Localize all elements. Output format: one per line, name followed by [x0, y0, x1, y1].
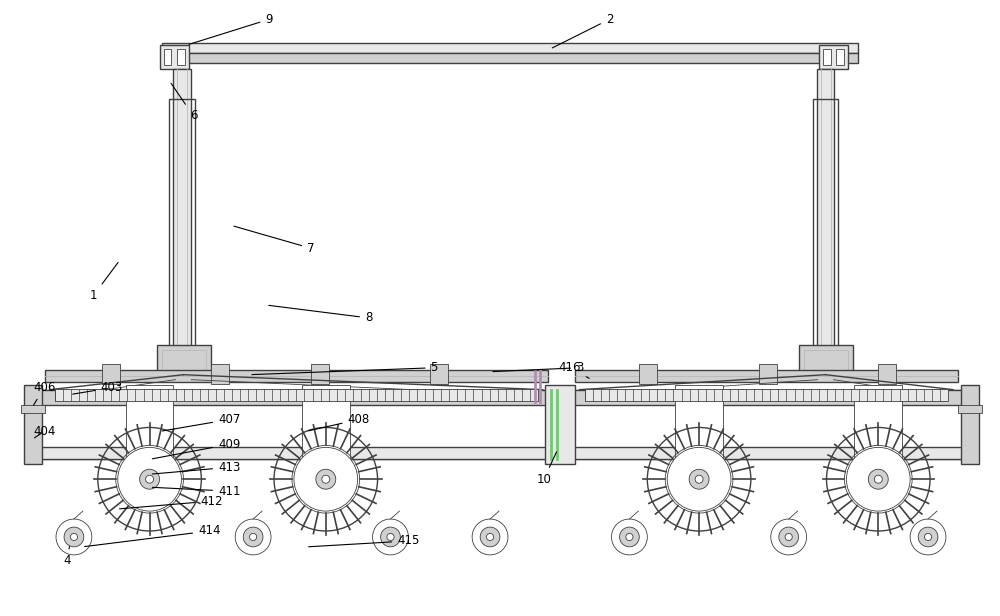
Bar [162, 53, 858, 63]
Bar [173, 69, 191, 355]
Text: 406: 406 [33, 381, 55, 405]
Circle shape [924, 533, 932, 541]
Text: 412: 412 [120, 495, 223, 509]
Circle shape [785, 533, 792, 541]
Text: 414: 414 [85, 524, 221, 546]
Bar [162, 350, 206, 370]
Bar [823, 49, 831, 65]
Text: 413: 413 [152, 461, 240, 474]
Bar [157, 345, 211, 375]
Bar [675, 384, 723, 464]
Circle shape [322, 475, 330, 483]
Bar [430, 363, 448, 384]
Circle shape [689, 469, 709, 489]
Circle shape [626, 533, 633, 541]
Circle shape [771, 519, 807, 555]
Bar [817, 69, 834, 355]
Bar [302, 384, 350, 464]
Circle shape [874, 475, 882, 483]
Bar [21, 405, 45, 413]
Circle shape [387, 533, 394, 541]
Bar [169, 99, 195, 355]
Circle shape [868, 469, 888, 489]
Bar [102, 363, 120, 384]
Text: 408: 408 [309, 413, 370, 431]
Circle shape [316, 469, 336, 489]
Bar [45, 370, 548, 382]
Bar [55, 389, 538, 400]
Text: 8: 8 [269, 306, 372, 325]
Bar [160, 45, 189, 69]
Circle shape [118, 447, 181, 511]
Text: 5: 5 [252, 361, 438, 375]
Text: 1: 1 [90, 262, 118, 302]
Text: 2: 2 [552, 13, 613, 48]
Bar [545, 384, 575, 464]
Circle shape [620, 527, 639, 547]
Bar [813, 99, 838, 355]
Bar [177, 49, 185, 65]
Circle shape [70, 533, 78, 541]
Circle shape [64, 527, 84, 547]
Circle shape [373, 519, 408, 555]
Bar [164, 49, 171, 65]
Bar [878, 363, 896, 384]
Text: 404: 404 [33, 425, 55, 438]
Circle shape [779, 527, 799, 547]
Bar [961, 384, 979, 464]
Bar [799, 345, 853, 375]
Circle shape [846, 447, 910, 511]
Circle shape [146, 475, 154, 483]
Bar [585, 389, 948, 400]
Bar [570, 390, 963, 460]
Circle shape [472, 519, 508, 555]
Circle shape [243, 527, 263, 547]
Text: 403: 403 [73, 381, 123, 394]
Circle shape [480, 527, 500, 547]
Bar [211, 363, 229, 384]
Text: 415: 415 [309, 535, 420, 548]
Text: 4: 4 [63, 546, 71, 567]
Bar [575, 370, 958, 382]
Bar [958, 405, 982, 413]
Circle shape [667, 447, 731, 511]
Circle shape [695, 475, 703, 483]
Text: 407: 407 [162, 413, 240, 431]
Circle shape [140, 469, 160, 489]
Bar [759, 363, 777, 384]
Circle shape [486, 533, 494, 541]
Bar [570, 390, 963, 405]
Bar [162, 43, 858, 53]
Bar [804, 350, 848, 370]
Text: 10: 10 [536, 452, 557, 486]
Text: 416: 416 [558, 361, 589, 378]
Circle shape [250, 533, 257, 541]
Circle shape [294, 447, 358, 511]
Circle shape [381, 527, 400, 547]
Circle shape [918, 527, 938, 547]
Text: 6: 6 [171, 83, 197, 123]
Bar [126, 384, 173, 464]
Text: 409: 409 [152, 438, 240, 459]
Bar [819, 45, 848, 69]
Circle shape [235, 519, 271, 555]
Bar [639, 363, 657, 384]
Circle shape [56, 519, 92, 555]
Bar [854, 384, 902, 464]
Bar [24, 384, 42, 464]
Text: 411: 411 [152, 485, 240, 498]
Bar [40, 390, 553, 405]
Text: 7: 7 [234, 226, 315, 255]
Text: 9: 9 [189, 13, 273, 44]
Bar [836, 49, 844, 65]
Circle shape [910, 519, 946, 555]
Bar [40, 390, 553, 460]
Bar [311, 363, 329, 384]
Text: 3: 3 [493, 361, 583, 375]
Bar [570, 447, 963, 460]
Circle shape [611, 519, 647, 555]
Bar [40, 447, 553, 460]
